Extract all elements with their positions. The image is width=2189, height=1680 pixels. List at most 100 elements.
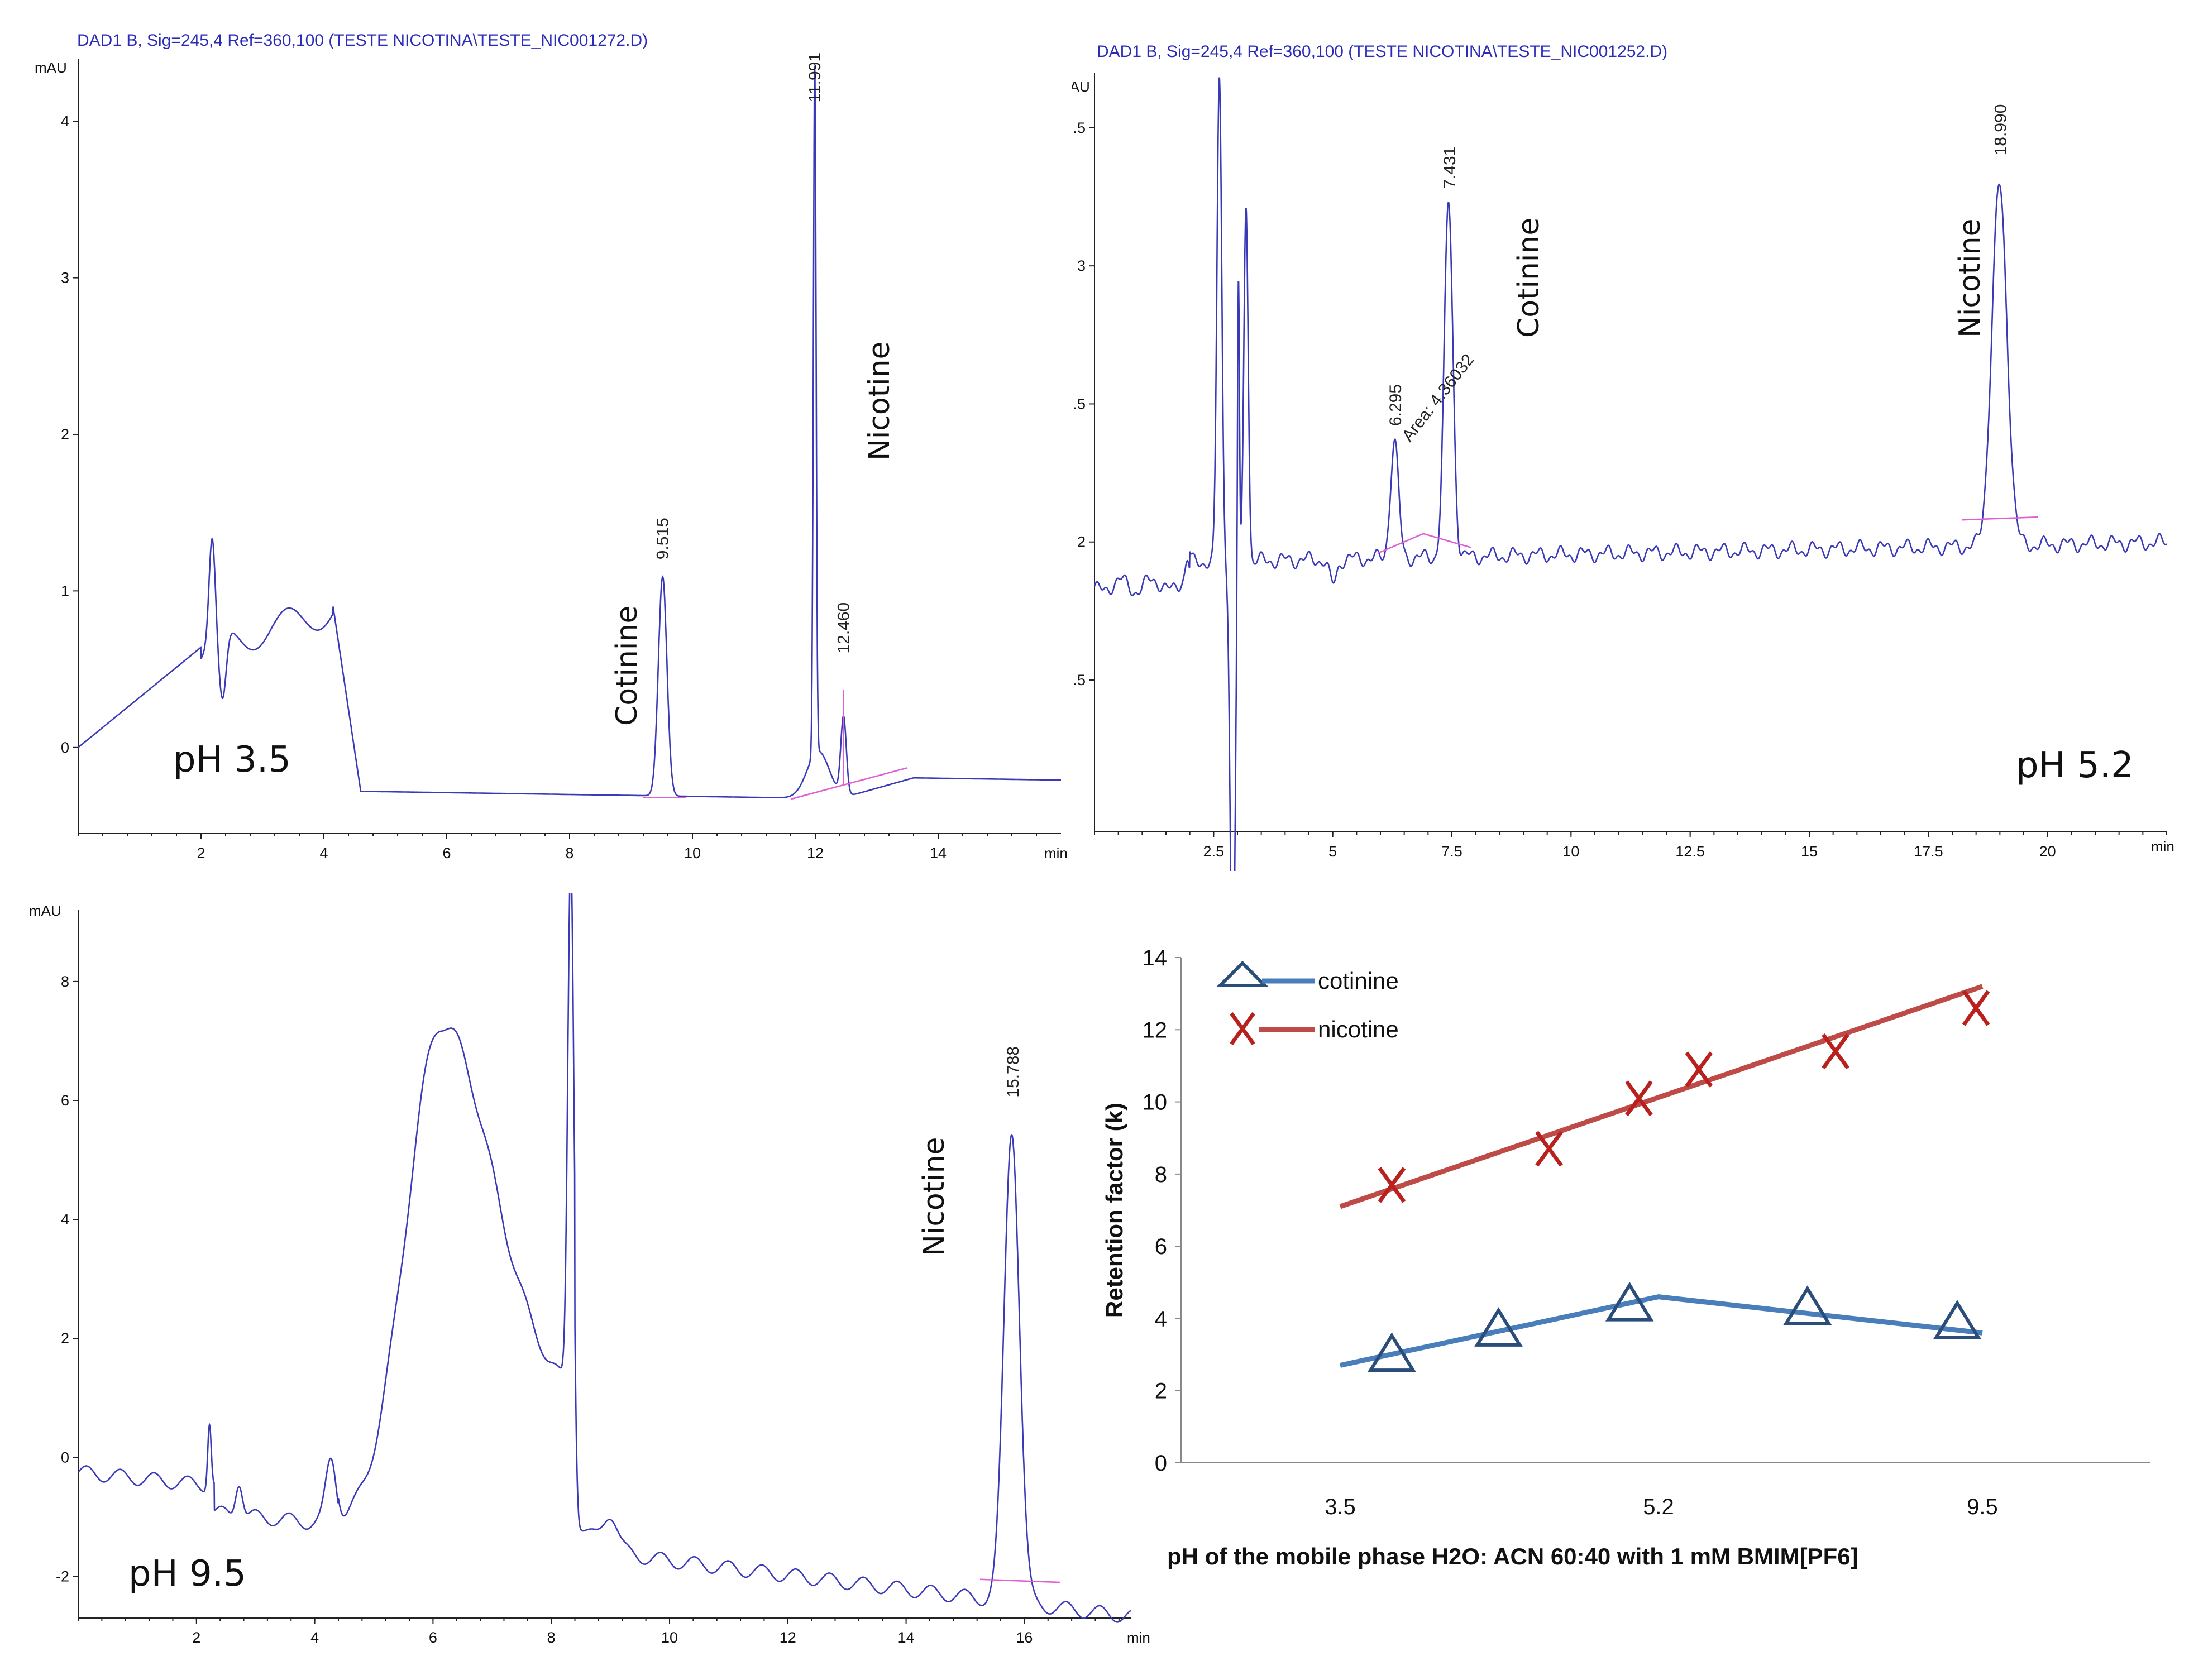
peak-retention-time-label: 6.295 (1387, 384, 1405, 426)
x-tick-label: 8 (565, 845, 573, 861)
chromatogram-ph35: DAD1 B, Sig=245,4 Ref=360,100 (TESTE NIC… (35, 31, 1068, 861)
legend-nicotine-marker (1230, 1012, 1255, 1046)
cotinine-data-point (1368, 1332, 1416, 1372)
x-tick-label: 10 (1562, 843, 1579, 860)
compound-label-cotinine: Cotinine (1512, 218, 1546, 338)
x-tick-label: 12 (780, 1629, 796, 1646)
nicotine-data-point (1822, 1033, 1849, 1070)
integration-baseline (790, 767, 908, 800)
nicotine-data-point (1625, 1080, 1653, 1117)
chart-header: DAD1 B, Sig=245,4 Ref=360,100 (TESTE NIC… (77, 31, 648, 50)
compound-label-nicotine: Nicotine (917, 1137, 951, 1256)
x-tick-label: 8 (547, 1629, 556, 1646)
retention-factor-chart: 0 2 4 6 8 10 12 14 3.5 5.2 9.5 Retention factor (k)… (1101, 946, 2150, 1569)
y-tick-label: 3 (61, 270, 69, 286)
y-tick-label: 6 (1155, 1234, 1167, 1259)
x-axis-title: pH of the mobile phase H2O: ACN 60:40 wi… (1167, 1543, 1858, 1569)
integration-baseline (1962, 516, 2038, 521)
chromatogram-trace (78, 893, 1131, 1623)
y-tick-label: 10 (1143, 1090, 1168, 1115)
cotinine-data-point (1933, 1300, 1982, 1339)
x-tick-label: 14 (898, 1629, 915, 1646)
x-tick-label: 15 (1801, 843, 1818, 860)
y-tick-label: 1 (61, 582, 69, 599)
y-tick-label: .5 (1073, 395, 1086, 412)
integration-baseline (1378, 533, 1471, 554)
nicotine-data-point (1962, 990, 1990, 1026)
y-tick-label: 2 (1155, 1379, 1167, 1404)
ph-condition-label: pH 5.2 (2016, 745, 2134, 786)
y-tick-label: 2 (1077, 534, 1086, 551)
x-tick-label: 17.5 (1914, 843, 1943, 860)
x-tick-label: 12.5 (1675, 843, 1705, 860)
x-tick-label: 6 (442, 845, 451, 861)
y-tick-label: 0 (61, 1449, 69, 1466)
x-tick-label: 7.5 (1441, 843, 1462, 860)
compound-label-nicotine: Nicotine (1953, 218, 1987, 338)
integration-baseline (979, 1578, 1060, 1583)
cotinine-fit-line (1340, 1294, 1983, 1368)
y-tick-label: -2 (56, 1568, 69, 1585)
x-tick-label: 9.5 (1967, 1495, 1998, 1519)
x-tick-label: 4 (310, 1629, 319, 1646)
y-tick-label: 8 (1155, 1162, 1167, 1187)
peak-area-annotation: Area: 4.36032 (1398, 351, 1478, 445)
x-tick-label: 2 (197, 845, 205, 861)
legend-nicotine-label: nicotine (1318, 1016, 1399, 1042)
ph-condition-label: pH 9.5 (128, 1553, 246, 1595)
peak-retention-time-label: 11.991 (806, 52, 824, 103)
x-tick-label: 12 (807, 845, 824, 861)
x-tick-label: 5.2 (1643, 1495, 1674, 1519)
chromatogram-trace (1093, 77, 2167, 871)
x-tick-label: 4 (319, 845, 328, 861)
x-tick-label: 14 (930, 845, 947, 861)
peak-retention-time-label: 9.515 (654, 518, 672, 559)
peak-retention-time-label: 12.460 (835, 602, 853, 654)
nicotine-fit-line (1339, 984, 1984, 1209)
chromatogram-ph95: mAU min 2 4 6 8 10 12 14 16 -2 0 2 4 6 8 15.788 Nicotine p… (29, 893, 1150, 1646)
chromatogram-ph35-panel: DAD1 B, Sig=245,4 Ref=360,100 (TESTE NIC… (0, 0, 1072, 871)
y-tick-label: 3 (1077, 257, 1086, 274)
x-unit-label: min (2151, 838, 2174, 855)
y-tick-label: 2 (61, 1330, 69, 1347)
compound-label-nicotine: Nicotine (863, 341, 896, 461)
x-tick-label: 3.5 (1325, 1495, 1356, 1519)
x-tick-label: 2.5 (1203, 843, 1225, 860)
y-tick-label: 4 (61, 113, 69, 130)
cotinine-data-point (1605, 1281, 1654, 1322)
y-axis-title: Retention factor (k) (1101, 1103, 1127, 1318)
y-tick-label: .5 (1073, 672, 1086, 688)
nicotine-data-point (1378, 1167, 1406, 1203)
x-tick-label: 16 (1016, 1629, 1033, 1646)
y-tick-label: 14 (1143, 946, 1168, 970)
peak-retention-time-label: 15.788 (1004, 1046, 1022, 1098)
y-tick-label: 4 (61, 1211, 69, 1228)
x-unit-label: min (1127, 1629, 1150, 1646)
legend-cotinine-label: cotinine (1318, 968, 1399, 994)
x-unit-label: min (1044, 845, 1068, 861)
legend-cotinine-marker (1216, 960, 1269, 987)
y-unit-label: mAU (1072, 78, 1090, 95)
x-tick-label: 2 (192, 1629, 200, 1646)
nicotine-data-point (1535, 1131, 1563, 1167)
y-tick-label: 2 (61, 426, 69, 443)
y-tick-label: 6 (61, 1092, 69, 1109)
y-tick-label: .5 (1073, 119, 1086, 136)
x-tick-label: 10 (684, 845, 701, 861)
y-unit-label: mAU (35, 59, 67, 76)
y-unit-label: mAU (29, 902, 61, 919)
y-tick-label: 12 (1143, 1018, 1168, 1042)
x-tick-label: 10 (661, 1629, 678, 1646)
cotinine-data-point (1474, 1307, 1523, 1347)
retention-factor-panel: 0 2 4 6 8 10 12 14 3.5 5.2 9.5 Retention factor (k)… (1094, 916, 2189, 1619)
chart-header: DAD1 B, Sig=245,4 Ref=360,100 (TESTE NIC… (1097, 42, 1667, 61)
chromatogram-trace (78, 65, 1061, 798)
compound-label-cotinine: Cotinine (610, 606, 644, 726)
cotinine-data-point (1783, 1285, 1832, 1325)
chromatogram-ph52: DAD1 B, Sig=245,4 Ref=360,100 (TESTE NIC… (1072, 42, 2174, 871)
nicotine-data-point (1685, 1051, 1713, 1088)
x-tick-label: 5 (1328, 843, 1337, 860)
peak-retention-time-label: 18.990 (1991, 104, 2010, 156)
y-tick-label: 0 (61, 739, 69, 756)
y-tick-label: 8 (61, 973, 69, 990)
